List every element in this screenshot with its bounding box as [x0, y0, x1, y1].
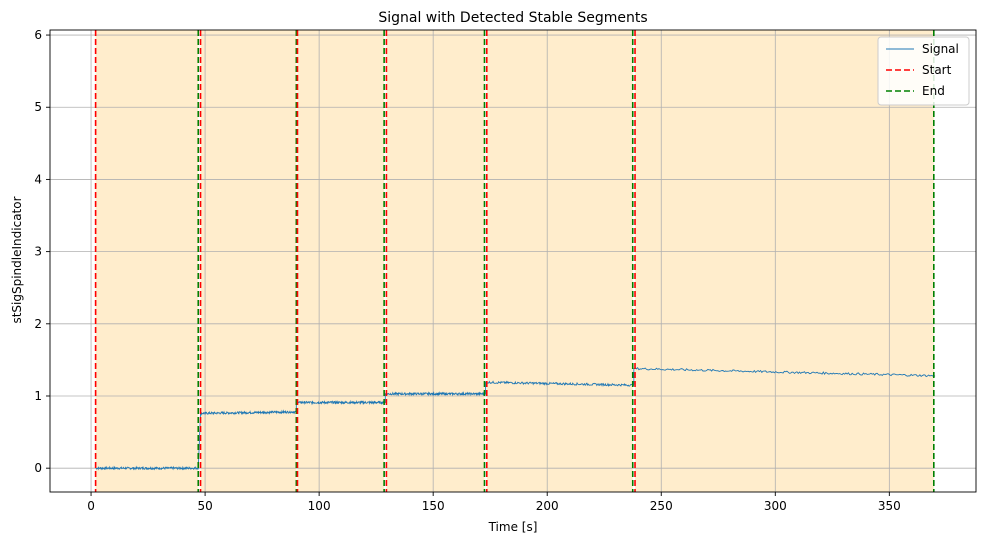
- x-tick-label-150: 150: [422, 499, 445, 513]
- y-tick-label-4: 4: [34, 172, 42, 186]
- x-tick-label-200: 200: [536, 499, 559, 513]
- legend-box: [877, 36, 970, 106]
- segment-band-0: [95, 30, 199, 492]
- segment-band-1: [200, 30, 297, 492]
- x-tick-label-0: 0: [87, 499, 95, 513]
- y-tick-label-3: 3: [34, 245, 42, 259]
- segment-band-3: [386, 30, 485, 492]
- plot-area: 0 50 100 150 200 250 300 350 0 1 2 3 4 5 6: [34, 28, 977, 513]
- plot-inner: [50, 30, 976, 492]
- x-tick-label-300: 300: [764, 499, 787, 513]
- legend-label-signal: Signal: [922, 42, 959, 56]
- y-tick-label-1: 1: [34, 389, 42, 403]
- y-tick-label-2: 2: [34, 317, 42, 331]
- chart-title: Signal with Detected Stable Segments: [378, 10, 647, 26]
- x-tick-label-250: 250: [650, 499, 673, 513]
- legend-label-start: Start: [922, 63, 952, 77]
- segment-band-2: [297, 30, 385, 492]
- x-tick-label-100: 100: [308, 499, 331, 513]
- y-tick-label-5: 5: [34, 100, 42, 114]
- x-tick-label-50: 50: [197, 499, 212, 513]
- x-axis-label: Time [s]: [488, 520, 538, 534]
- legend: Signal Start End: [877, 36, 970, 106]
- y-tick-label-6: 6: [34, 28, 42, 42]
- legend-label-end: End: [922, 84, 945, 98]
- segment-band-4: [486, 30, 633, 492]
- x-tick-label-350: 350: [878, 499, 901, 513]
- y-tick-label-0: 0: [34, 461, 42, 475]
- y-axis-label: stSigSpindleIndicator: [10, 196, 24, 323]
- plot-frame: [49, 29, 977, 493]
